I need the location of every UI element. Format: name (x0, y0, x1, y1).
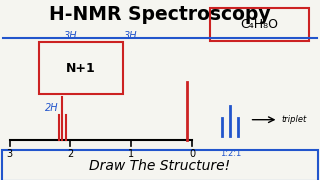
Text: 3: 3 (6, 149, 13, 159)
Text: 2H: 2H (45, 103, 59, 113)
Text: N+1: N+1 (66, 62, 96, 75)
Text: 3H: 3H (64, 31, 77, 41)
Text: triplet: triplet (282, 115, 307, 124)
Text: 3H: 3H (124, 31, 138, 41)
Text: 2: 2 (67, 149, 74, 159)
Text: Draw The Structure!: Draw The Structure! (89, 159, 231, 173)
Text: 0: 0 (189, 149, 195, 159)
Text: C₄H₈O: C₄H₈O (240, 18, 278, 31)
Text: 1: 1 (128, 149, 134, 159)
Text: H-NMR Spectroscopy: H-NMR Spectroscopy (49, 5, 271, 24)
Text: 1:2:1: 1:2:1 (220, 149, 241, 158)
